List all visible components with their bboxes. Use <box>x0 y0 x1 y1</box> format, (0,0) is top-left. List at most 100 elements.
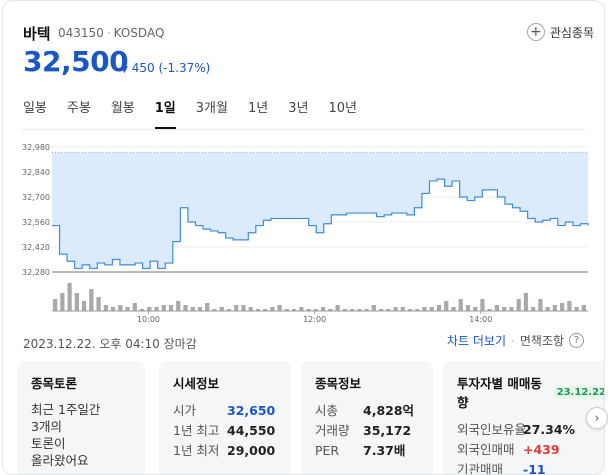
x-tick-label: 12:00 <box>303 315 326 324</box>
volume-bar <box>154 307 159 311</box>
price-area <box>52 152 588 269</box>
volume-bar <box>429 307 434 311</box>
volume-bar <box>407 309 413 311</box>
volume-bar <box>139 309 145 311</box>
volume-bar <box>161 305 166 311</box>
discussion-line: 토론이 <box>31 436 66 451</box>
volume-bar <box>538 299 543 311</box>
volume-bar <box>147 307 152 311</box>
volume-bar <box>465 305 471 311</box>
investor-trend-panel[interactable]: 투자자별 매매동향 23.12.22 외국인보유율 27.34% 외국인매매 +… <box>443 361 604 475</box>
current-price: 32,500 <box>23 45 129 78</box>
volume-bar <box>284 309 290 311</box>
discussion-panel[interactable]: 종목토론 최근 1주일간 3개의 토론이 올라왔어요 <box>17 361 145 474</box>
market-name: KOSDAQ <box>113 26 165 40</box>
tab-1day[interactable]: 1일 <box>154 97 176 129</box>
volume-bar <box>509 307 514 311</box>
open-price-row: 시가 32,650 <box>173 401 277 421</box>
change-amount: 450 <box>131 61 155 75</box>
market-info-panel[interactable]: 시세정보 시가 32,650 1년 최고 44,550 1년 최저 29,000 <box>159 361 291 474</box>
tab-monthly[interactable]: 월봉 <box>110 101 135 116</box>
volume-bar <box>444 301 449 311</box>
volume-bar <box>487 309 492 311</box>
tab-weekly[interactable]: 주봉 <box>66 101 91 116</box>
volume-bar <box>552 305 558 311</box>
volume-bar <box>523 293 529 311</box>
volume-bar <box>328 309 333 311</box>
chart-more-link[interactable]: 차트 더보기 <box>446 334 506 348</box>
volume-bar <box>400 307 405 311</box>
add-watchlist-button[interactable]: + 관심종목 <box>526 21 594 43</box>
market-cap-label: 시총 <box>315 403 339 418</box>
foreign-trade-row: 외국인매매 +439 <box>457 440 604 460</box>
y-tick-label: 32,420 <box>22 243 50 252</box>
volume-bar <box>342 309 347 311</box>
tab-1year[interactable]: 1년 <box>247 101 269 116</box>
year-high-row: 1년 최고 44,550 <box>173 421 277 441</box>
foreign-ownership-value: 27.34% <box>523 422 576 437</box>
stock-info-panel[interactable]: 종목정보 시총 4,828억 거래량 35,172 PER 7.37배 <box>301 361 433 474</box>
price-line <box>52 178 589 270</box>
volume-bar <box>74 293 79 311</box>
volume-value: 35,172 <box>363 423 412 438</box>
volume-bar <box>393 307 398 311</box>
volume-bar <box>451 307 456 311</box>
volume-bar <box>299 307 304 311</box>
volume-bar <box>545 307 550 311</box>
intraday-chart[interactable]: 32,980 32,840 32,700 32,560 32,420 32,280 10:0… <box>20 141 590 326</box>
volume-bar <box>422 307 427 311</box>
disclaimer-link[interactable]: 면책조항 <box>519 334 564 348</box>
y-tick-label: 32,980 <box>22 143 50 152</box>
volume-bar <box>81 301 87 311</box>
volume-bar <box>248 307 253 311</box>
down-arrow-icon: ▼ <box>121 65 128 75</box>
volume-bar <box>263 309 268 311</box>
institution-trade-label: 기관매매 <box>457 462 504 475</box>
volume-bar <box>364 309 369 311</box>
volume-bar <box>567 301 572 311</box>
volume-label: 거래량 <box>315 423 350 438</box>
volume-bar <box>132 303 137 311</box>
volume-bar <box>103 305 108 311</box>
help-icon[interactable]: ? <box>569 333 584 348</box>
volume-bar <box>502 307 507 311</box>
discussion-line: 3개의 <box>31 419 62 434</box>
volume-bar <box>378 309 384 311</box>
y-tick-label: 32,560 <box>22 218 50 227</box>
tab-daily[interactable]: 일봉 <box>23 101 47 116</box>
volume-bar <box>197 307 203 311</box>
volume-bar <box>89 289 94 311</box>
discussion-line: 최근 1주일간 <box>31 402 101 417</box>
volume-bar <box>219 307 224 311</box>
volume-bar <box>560 303 565 311</box>
plus-icon: + <box>526 23 545 41</box>
volume-bar <box>531 307 536 311</box>
year-low-row: 1년 최저 29,000 <box>173 441 277 461</box>
volume-bar <box>357 309 362 311</box>
volume-bar <box>226 309 232 311</box>
per-value: 7.37배 <box>363 443 406 458</box>
volume-bar <box>292 309 297 311</box>
volume-bar <box>335 305 340 311</box>
link-separator: · <box>511 333 515 348</box>
foreign-ownership-row: 외국인보유율 27.34% <box>457 420 604 440</box>
tab-3month[interactable]: 3개월 <box>195 101 228 116</box>
per-label: PER <box>315 443 340 458</box>
volume-row: 거래량 35,172 <box>315 421 419 441</box>
volume-bar <box>183 305 188 311</box>
tab-3year[interactable]: 3년 <box>288 101 309 116</box>
volume-bar <box>118 305 123 311</box>
tab-10year[interactable]: 10년 <box>328 101 357 116</box>
volume-bar <box>241 305 246 311</box>
timestamp: 2023.12.22. 오후 04:10 장마감 <box>23 337 197 351</box>
x-tick-label: 14:00 <box>469 315 492 324</box>
foreign-trade-value: +439 <box>523 442 560 457</box>
volume-bar <box>234 305 239 311</box>
next-arrow-icon[interactable]: › <box>586 407 608 429</box>
volume-bar <box>270 307 275 311</box>
stock-code-line: 043150 · KOSDAQ <box>58 26 164 40</box>
volume-bar <box>110 307 116 311</box>
volume-bar <box>96 297 101 311</box>
foreign-ownership-label: 외국인보유율 <box>457 422 527 437</box>
